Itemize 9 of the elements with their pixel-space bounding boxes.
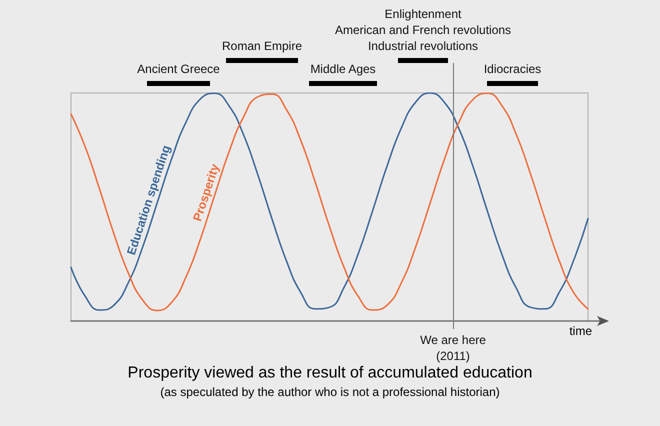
text: We are here (2011) — [420, 333, 486, 363]
text: Roman Empire — [222, 39, 302, 53]
text: Middle Ages — [310, 62, 376, 76]
text: (as speculated by the author who is not a professional historian) — [160, 385, 500, 399]
text: Ancient Greece — [137, 62, 220, 76]
x-axis-title: time — [569, 324, 592, 338]
text: Prosperity viewed as the result of accumulated education — [128, 364, 532, 382]
text: Idiocracies — [484, 62, 542, 76]
text: Enlightenment American and French revolutions Industrial revolutions — [334, 7, 512, 53]
